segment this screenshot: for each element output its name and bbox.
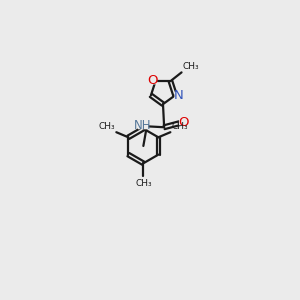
Text: O: O <box>147 74 158 87</box>
FancyBboxPatch shape <box>179 119 187 126</box>
Text: CH₃: CH₃ <box>135 179 152 188</box>
FancyBboxPatch shape <box>138 122 148 129</box>
Text: CH₃: CH₃ <box>171 122 188 131</box>
Text: O: O <box>178 116 188 129</box>
FancyBboxPatch shape <box>174 92 182 99</box>
Text: N: N <box>173 89 183 102</box>
Text: NH: NH <box>134 119 152 132</box>
FancyBboxPatch shape <box>147 76 157 84</box>
Text: CH₃: CH₃ <box>182 61 199 70</box>
Text: CH₃: CH₃ <box>99 122 116 131</box>
